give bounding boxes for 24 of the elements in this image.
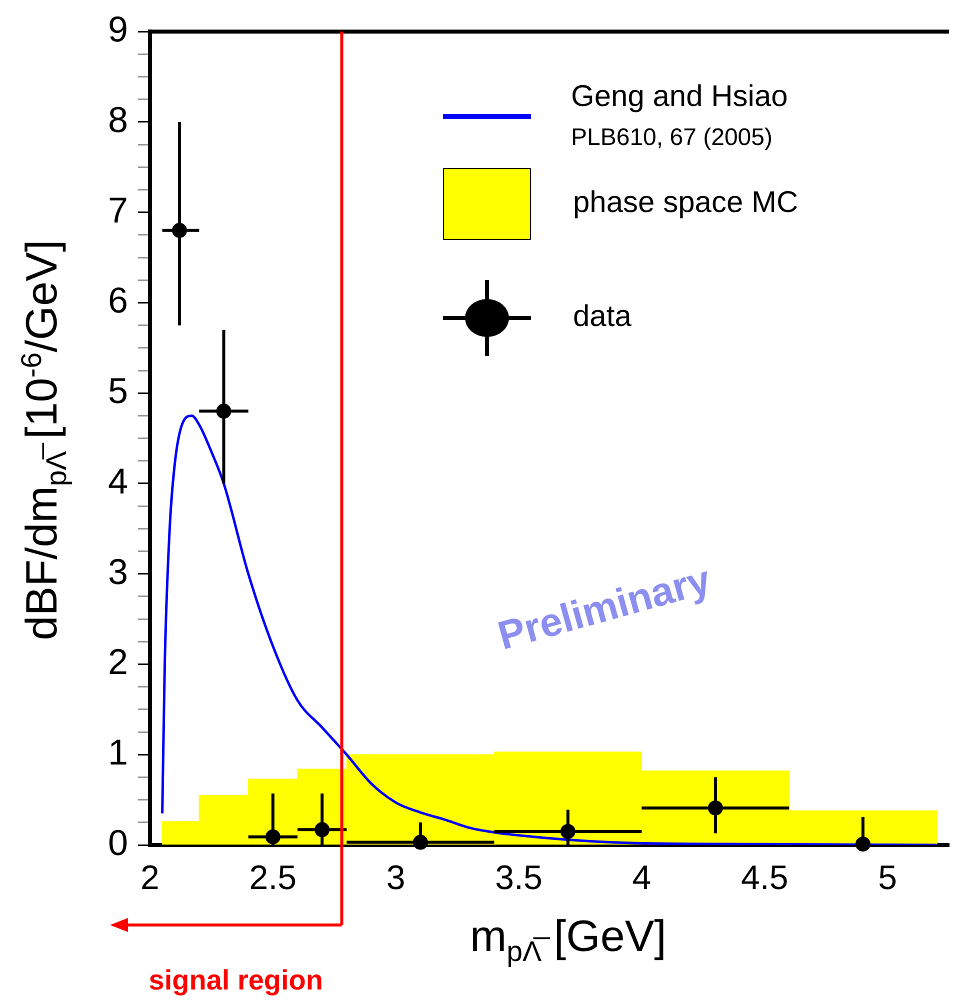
x-tick-label: 3.5: [495, 858, 542, 897]
annotation: PLB610, 67 (2005): [571, 124, 772, 152]
y-tick-label: 6: [108, 280, 128, 321]
x-tick-label: 4: [632, 858, 652, 897]
y-tick-label: 7: [108, 189, 128, 230]
y-tick-label: 0: [108, 822, 128, 863]
legend-label: phase space MC: [573, 186, 798, 220]
y-tick-label: 2: [108, 641, 128, 682]
legend-label: Geng and Hsiao: [571, 80, 788, 114]
y-tick-label: 4: [108, 460, 128, 502]
x-tick-label: 5: [878, 858, 897, 897]
ref-line-label: signal region: [148, 964, 324, 996]
x-tick-label: 2.5: [249, 858, 297, 897]
x-tick-label: 4.5: [740, 858, 788, 897]
x-axis-title: m$_{pΛ̅}$ [GeV]: [470, 912, 666, 969]
y-tick-label: 9: [108, 8, 128, 50]
line-series: [161, 414, 938, 845]
legend-label: data: [573, 300, 632, 334]
x-tick-label: 2: [140, 858, 160, 897]
y-tick-label: 8: [108, 98, 128, 140]
x-tick-label: 3: [386, 858, 406, 897]
y-tick-label: 3: [108, 550, 128, 592]
y-tick-label: 5: [108, 370, 128, 412]
y-tick-label: 1: [108, 732, 128, 773]
